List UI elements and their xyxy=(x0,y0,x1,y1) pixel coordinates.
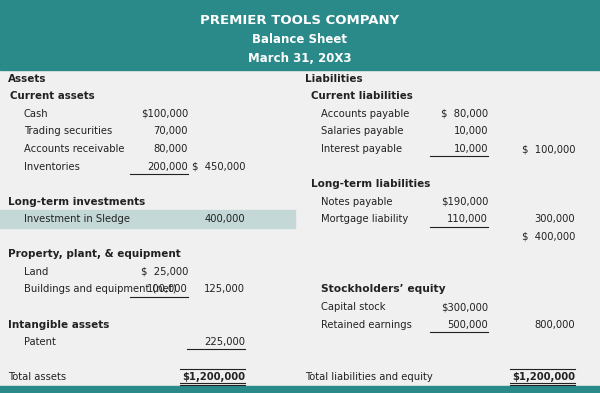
Text: Mortgage liability: Mortgage liability xyxy=(321,214,408,224)
Text: Trading securities: Trading securities xyxy=(24,127,112,136)
Text: Investment in Sledge: Investment in Sledge xyxy=(24,214,130,224)
Text: 125,000: 125,000 xyxy=(204,285,245,294)
Text: Accounts receivable: Accounts receivable xyxy=(24,144,125,154)
Text: Assets: Assets xyxy=(8,74,47,84)
Text: Total assets: Total assets xyxy=(8,372,66,382)
Text: Cash: Cash xyxy=(24,109,49,119)
Text: Land: Land xyxy=(24,267,49,277)
Text: 110,000: 110,000 xyxy=(447,214,488,224)
Text: 500,000: 500,000 xyxy=(447,320,488,330)
Text: 800,000: 800,000 xyxy=(535,320,575,330)
Text: $  450,000: $ 450,000 xyxy=(191,162,245,172)
Text: $  80,000: $ 80,000 xyxy=(441,109,488,119)
Text: Buildings and equipment (net): Buildings and equipment (net) xyxy=(24,285,176,294)
Text: Liabilities: Liabilities xyxy=(305,74,362,84)
Text: Capital stock: Capital stock xyxy=(321,302,386,312)
Text: $  400,000: $ 400,000 xyxy=(521,232,575,242)
Text: Balance Sheet: Balance Sheet xyxy=(253,33,347,46)
Text: Property, plant, & equipment: Property, plant, & equipment xyxy=(8,249,181,259)
Text: March 31, 20X3: March 31, 20X3 xyxy=(248,52,352,65)
Text: $1,200,000: $1,200,000 xyxy=(182,372,245,382)
Text: 80,000: 80,000 xyxy=(154,144,188,154)
Text: 100,000: 100,000 xyxy=(147,285,188,294)
Text: Salaries payable: Salaries payable xyxy=(321,127,404,136)
Text: Retained earnings: Retained earnings xyxy=(321,320,412,330)
Text: Patent: Patent xyxy=(24,337,56,347)
Text: PREMIER TOOLS COMPANY: PREMIER TOOLS COMPANY xyxy=(200,14,400,27)
Text: Long-term liabilities: Long-term liabilities xyxy=(311,179,430,189)
Text: Inventories: Inventories xyxy=(24,162,80,172)
Text: 300,000: 300,000 xyxy=(535,214,575,224)
Text: 225,000: 225,000 xyxy=(204,337,245,347)
Text: Interest payable: Interest payable xyxy=(321,144,402,154)
Text: $  25,000: $ 25,000 xyxy=(140,267,188,277)
Text: 400,000: 400,000 xyxy=(205,214,245,224)
Text: 200,000: 200,000 xyxy=(147,162,188,172)
Text: Current liabilities: Current liabilities xyxy=(311,91,413,101)
Text: $100,000: $100,000 xyxy=(141,109,188,119)
Text: $1,200,000: $1,200,000 xyxy=(512,372,575,382)
Text: Notes payable: Notes payable xyxy=(321,196,392,207)
Bar xyxy=(0,386,600,393)
Text: 10,000: 10,000 xyxy=(454,144,488,154)
Text: Intangible assets: Intangible assets xyxy=(8,320,109,330)
Text: Accounts payable: Accounts payable xyxy=(321,109,409,119)
Text: $190,000: $190,000 xyxy=(440,196,488,207)
Text: Total liabilities and equity: Total liabilities and equity xyxy=(305,372,433,382)
Text: 10,000: 10,000 xyxy=(454,127,488,136)
Text: Stockholders’ equity: Stockholders’ equity xyxy=(321,285,445,294)
Text: $300,000: $300,000 xyxy=(441,302,488,312)
Bar xyxy=(0,210,295,228)
Text: Long-term investments: Long-term investments xyxy=(8,196,145,207)
Text: 70,000: 70,000 xyxy=(154,127,188,136)
Text: Current assets: Current assets xyxy=(10,91,95,101)
Bar xyxy=(0,0,600,70)
Text: $  100,000: $ 100,000 xyxy=(521,144,575,154)
